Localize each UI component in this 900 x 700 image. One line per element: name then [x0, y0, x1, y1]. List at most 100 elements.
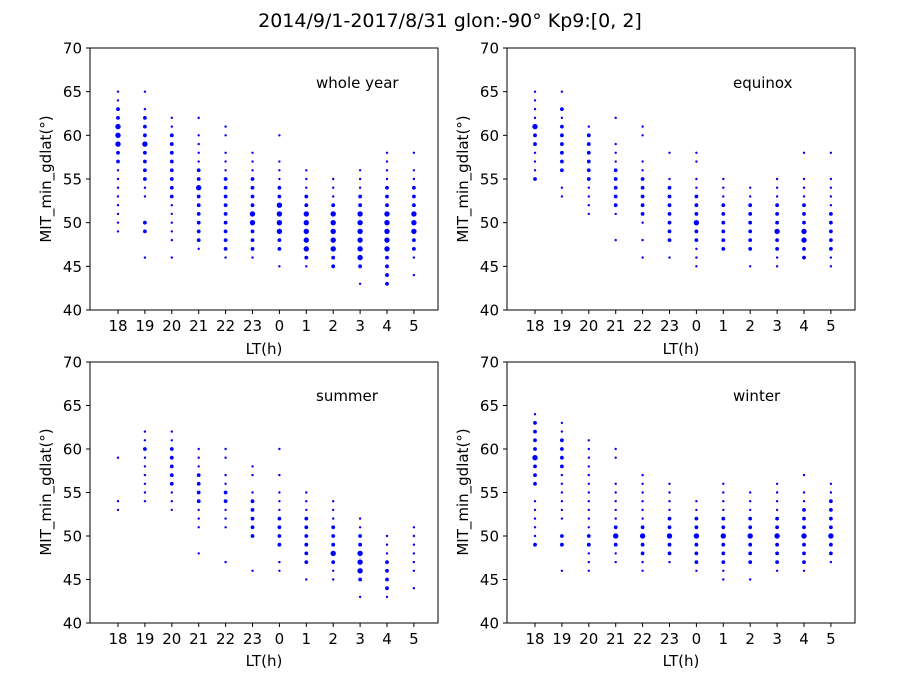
data-point: [278, 569, 281, 572]
data-point: [170, 116, 173, 120]
data-point: [169, 194, 174, 199]
data-point: [115, 123, 121, 130]
data-point: [412, 569, 416, 572]
data-point: [695, 151, 698, 154]
data-point: [251, 151, 254, 154]
data-point: [332, 569, 335, 572]
data-point: [116, 107, 120, 112]
y-tick-label: 60: [480, 441, 499, 459]
data-point: [170, 430, 173, 433]
data-point: [224, 482, 227, 485]
x-tick-label: 1: [719, 630, 729, 648]
data-point: [721, 229, 726, 234]
data-point: [384, 219, 390, 226]
data-point: [695, 265, 698, 268]
x-tick-label: 21: [606, 630, 625, 648]
data-point: [802, 255, 806, 260]
data-point: [613, 525, 618, 530]
data-point: [828, 533, 834, 539]
x-tick-label: 4: [382, 317, 392, 335]
data-point: [411, 211, 417, 217]
data-point: [197, 447, 200, 451]
data-point: [722, 491, 725, 494]
data-point: [613, 177, 618, 181]
y-tick-label: 50: [63, 214, 82, 232]
data-point: [357, 254, 363, 261]
data-point: [412, 169, 416, 172]
data-point: [196, 229, 201, 234]
data-point: [533, 133, 537, 138]
data-point: [721, 220, 726, 225]
data-point: [640, 542, 645, 547]
data-point: [196, 185, 202, 191]
data-point: [304, 194, 309, 199]
data-point: [747, 533, 753, 539]
y-tick-label: 70: [480, 354, 499, 372]
data-point: [196, 177, 201, 181]
x-tick-label: 19: [552, 630, 571, 648]
data-point: [695, 247, 698, 251]
data-point: [303, 211, 309, 217]
data-point: [278, 169, 281, 172]
x-tick-label: 0: [692, 630, 702, 648]
data-point: [668, 256, 671, 259]
data-point: [721, 560, 726, 564]
data-point: [250, 203, 255, 208]
panel-annotation: whole year: [316, 74, 399, 92]
data-point: [143, 133, 147, 138]
data-point: [169, 455, 174, 460]
data-point: [278, 491, 281, 494]
data-point: [668, 482, 671, 485]
data-point: [613, 185, 618, 190]
data-point: [143, 168, 147, 173]
data-point: [277, 534, 282, 538]
data-point: [613, 203, 618, 208]
data-point: [802, 473, 806, 477]
data-point: [640, 194, 645, 199]
plot-frame: [89, 361, 439, 624]
data-point: [533, 169, 537, 172]
y-axis-label: MIT_min_gdlat(°): [37, 428, 56, 555]
data-point: [614, 447, 617, 451]
data-point: [748, 220, 753, 225]
data-point: [278, 265, 281, 268]
data-point: [170, 500, 173, 503]
data-point: [384, 228, 390, 235]
data-point: [249, 219, 256, 226]
data-point: [667, 185, 672, 190]
data-point: [533, 142, 537, 146]
data-point: [640, 177, 645, 181]
data-point: [533, 542, 537, 547]
data-point: [802, 525, 806, 530]
data-point: [303, 246, 309, 252]
data-point: [695, 186, 698, 189]
data-point: [587, 517, 590, 520]
data-point: [587, 186, 590, 189]
data-point: [385, 160, 389, 163]
panel-winter: winter LT(h) MIT_min_gdlat(°) 4045505560…: [454, 354, 856, 670]
data-point: [196, 168, 201, 173]
data-point: [358, 534, 362, 538]
data-point: [587, 491, 590, 494]
data-point: [224, 526, 227, 529]
data-point: [614, 517, 617, 520]
data-point: [330, 237, 336, 243]
y-tick-label: 65: [63, 397, 82, 415]
data-point: [748, 238, 753, 243]
data-point: [224, 447, 227, 451]
x-tick-label: 1: [719, 317, 729, 335]
data-point: [667, 203, 672, 208]
data-point: [775, 220, 779, 225]
data-point: [385, 194, 389, 199]
x-tick-label: 22: [633, 317, 652, 335]
data-point: [720, 533, 726, 539]
data-point: [640, 203, 645, 208]
data-point: [614, 116, 617, 120]
data-point: [560, 482, 564, 485]
data-point: [384, 246, 390, 252]
y-tick-label: 55: [63, 484, 82, 502]
data-point: [304, 551, 309, 556]
data-point: [749, 500, 752, 503]
data-point: [223, 212, 228, 216]
data-point: [774, 228, 780, 235]
